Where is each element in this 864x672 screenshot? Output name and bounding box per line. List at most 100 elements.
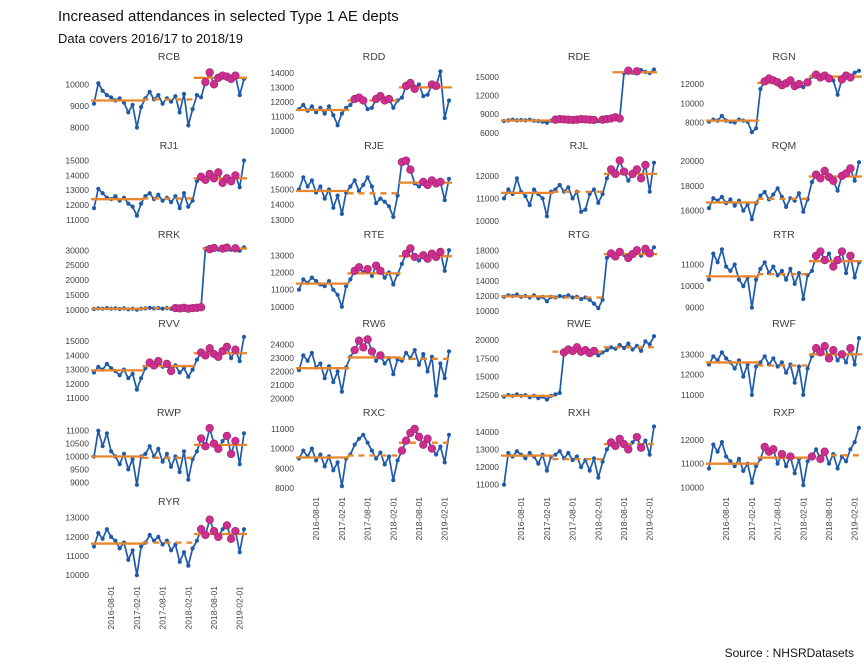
data-point (544, 120, 549, 125)
data-point (326, 104, 332, 109)
y-tick-label: 11000 (476, 480, 499, 490)
data-point (374, 456, 379, 461)
y-tick-label: 16000 (680, 206, 704, 216)
highlight-point (201, 77, 210, 87)
facet-title: RWP (157, 407, 181, 419)
data-point (771, 192, 776, 197)
highlight-point (837, 350, 847, 359)
facet-RJE: RJE 13000 14000 15000 16000 (270, 140, 452, 225)
data-point (96, 531, 101, 536)
data-point (335, 193, 340, 198)
series-line (93, 159, 245, 217)
data-point (600, 459, 605, 464)
data-point (173, 194, 178, 199)
data-point (583, 207, 588, 212)
data-point (749, 130, 754, 135)
data-point (130, 548, 135, 553)
highlight-point (846, 344, 855, 353)
facet-title: RCB (158, 51, 180, 63)
data-point (438, 444, 443, 449)
highlight-point (376, 351, 385, 360)
highlight-point (846, 251, 855, 260)
highlight-point (820, 447, 829, 456)
y-tick-label: 20000 (65, 275, 89, 285)
highlight-point (201, 530, 210, 540)
data-point (134, 482, 139, 487)
y-tick-label: 11000 (681, 390, 704, 400)
highlight-point (201, 175, 210, 184)
y-tick-label: 30000 (65, 245, 89, 255)
data-point (147, 532, 152, 538)
data-point (844, 271, 849, 276)
highlight-point (226, 449, 236, 459)
data-point (553, 187, 558, 192)
data-point (130, 457, 135, 462)
y-tick-label: 11000 (66, 393, 89, 403)
data-point (164, 451, 169, 456)
x-tick-label: 2017-08-01 (363, 497, 373, 541)
series-line (93, 246, 245, 311)
source-caption: Source : NHSRDatasets (724, 646, 854, 660)
data-point (382, 361, 387, 366)
facet-cell-RDD: RDD 10000 11000 12000 13000 14000 (249, 50, 454, 139)
highlight-point (367, 347, 377, 356)
data-point (143, 451, 148, 456)
data-point (331, 205, 336, 210)
highlight-point (209, 526, 219, 536)
data-point (173, 94, 178, 99)
data-point (587, 297, 592, 302)
data-point (309, 275, 314, 280)
y-tick-label: 12000 (680, 79, 704, 89)
data-point (301, 277, 306, 282)
data-point (335, 460, 340, 465)
data-point (732, 203, 737, 208)
data-point (651, 424, 657, 429)
data-point (301, 175, 306, 180)
data-point (715, 449, 720, 454)
data-point (724, 356, 729, 361)
data-point (117, 373, 122, 378)
y-tick-label: 11000 (66, 551, 89, 561)
data-point (724, 454, 729, 459)
y-tick-label: 15000 (65, 290, 89, 300)
data-point (365, 175, 370, 180)
data-point (391, 214, 396, 219)
highlight-point (205, 515, 214, 524)
highlight-point (611, 169, 620, 179)
highlight-point (162, 359, 172, 369)
data-point (523, 194, 528, 199)
data-point (527, 450, 532, 456)
y-tick-label: 21000 (270, 380, 294, 390)
facet-title: RXC (363, 407, 386, 419)
x-axis-labels: 2016-08-01 2017-02-01 2017-08-01 2018-02-01… (311, 497, 450, 541)
data-point (348, 184, 353, 189)
highlight-point (209, 174, 219, 183)
data-point (856, 336, 862, 341)
data-point (604, 348, 609, 353)
data-point (237, 185, 242, 190)
data-point (643, 438, 648, 443)
highlight-point (824, 74, 834, 83)
data-point (374, 358, 379, 363)
x-axis-labels: 2016-08-01 2017-02-01 2017-08-01 2018-02-01… (721, 497, 860, 541)
data-point (177, 370, 182, 375)
data-point (434, 452, 439, 457)
highlight-point (406, 78, 415, 88)
data-point (749, 480, 754, 485)
y-tick-label: 12000 (65, 532, 89, 542)
data-point (728, 197, 733, 202)
data-point (434, 393, 439, 398)
y-tick-label: 13000 (270, 82, 294, 92)
x-tick-label: 2017-02-01 (747, 497, 757, 541)
data-point (574, 454, 579, 459)
data-point (382, 275, 387, 280)
highlight-point (226, 177, 236, 186)
data-point (758, 360, 763, 365)
y-tick-label: 10000 (475, 216, 499, 226)
y-tick-label: 12000 (65, 379, 89, 389)
data-point (647, 189, 652, 194)
data-point (386, 204, 392, 209)
y-tick-label: 14000 (475, 276, 499, 286)
data-point (121, 451, 127, 456)
highlight-point (231, 171, 240, 180)
